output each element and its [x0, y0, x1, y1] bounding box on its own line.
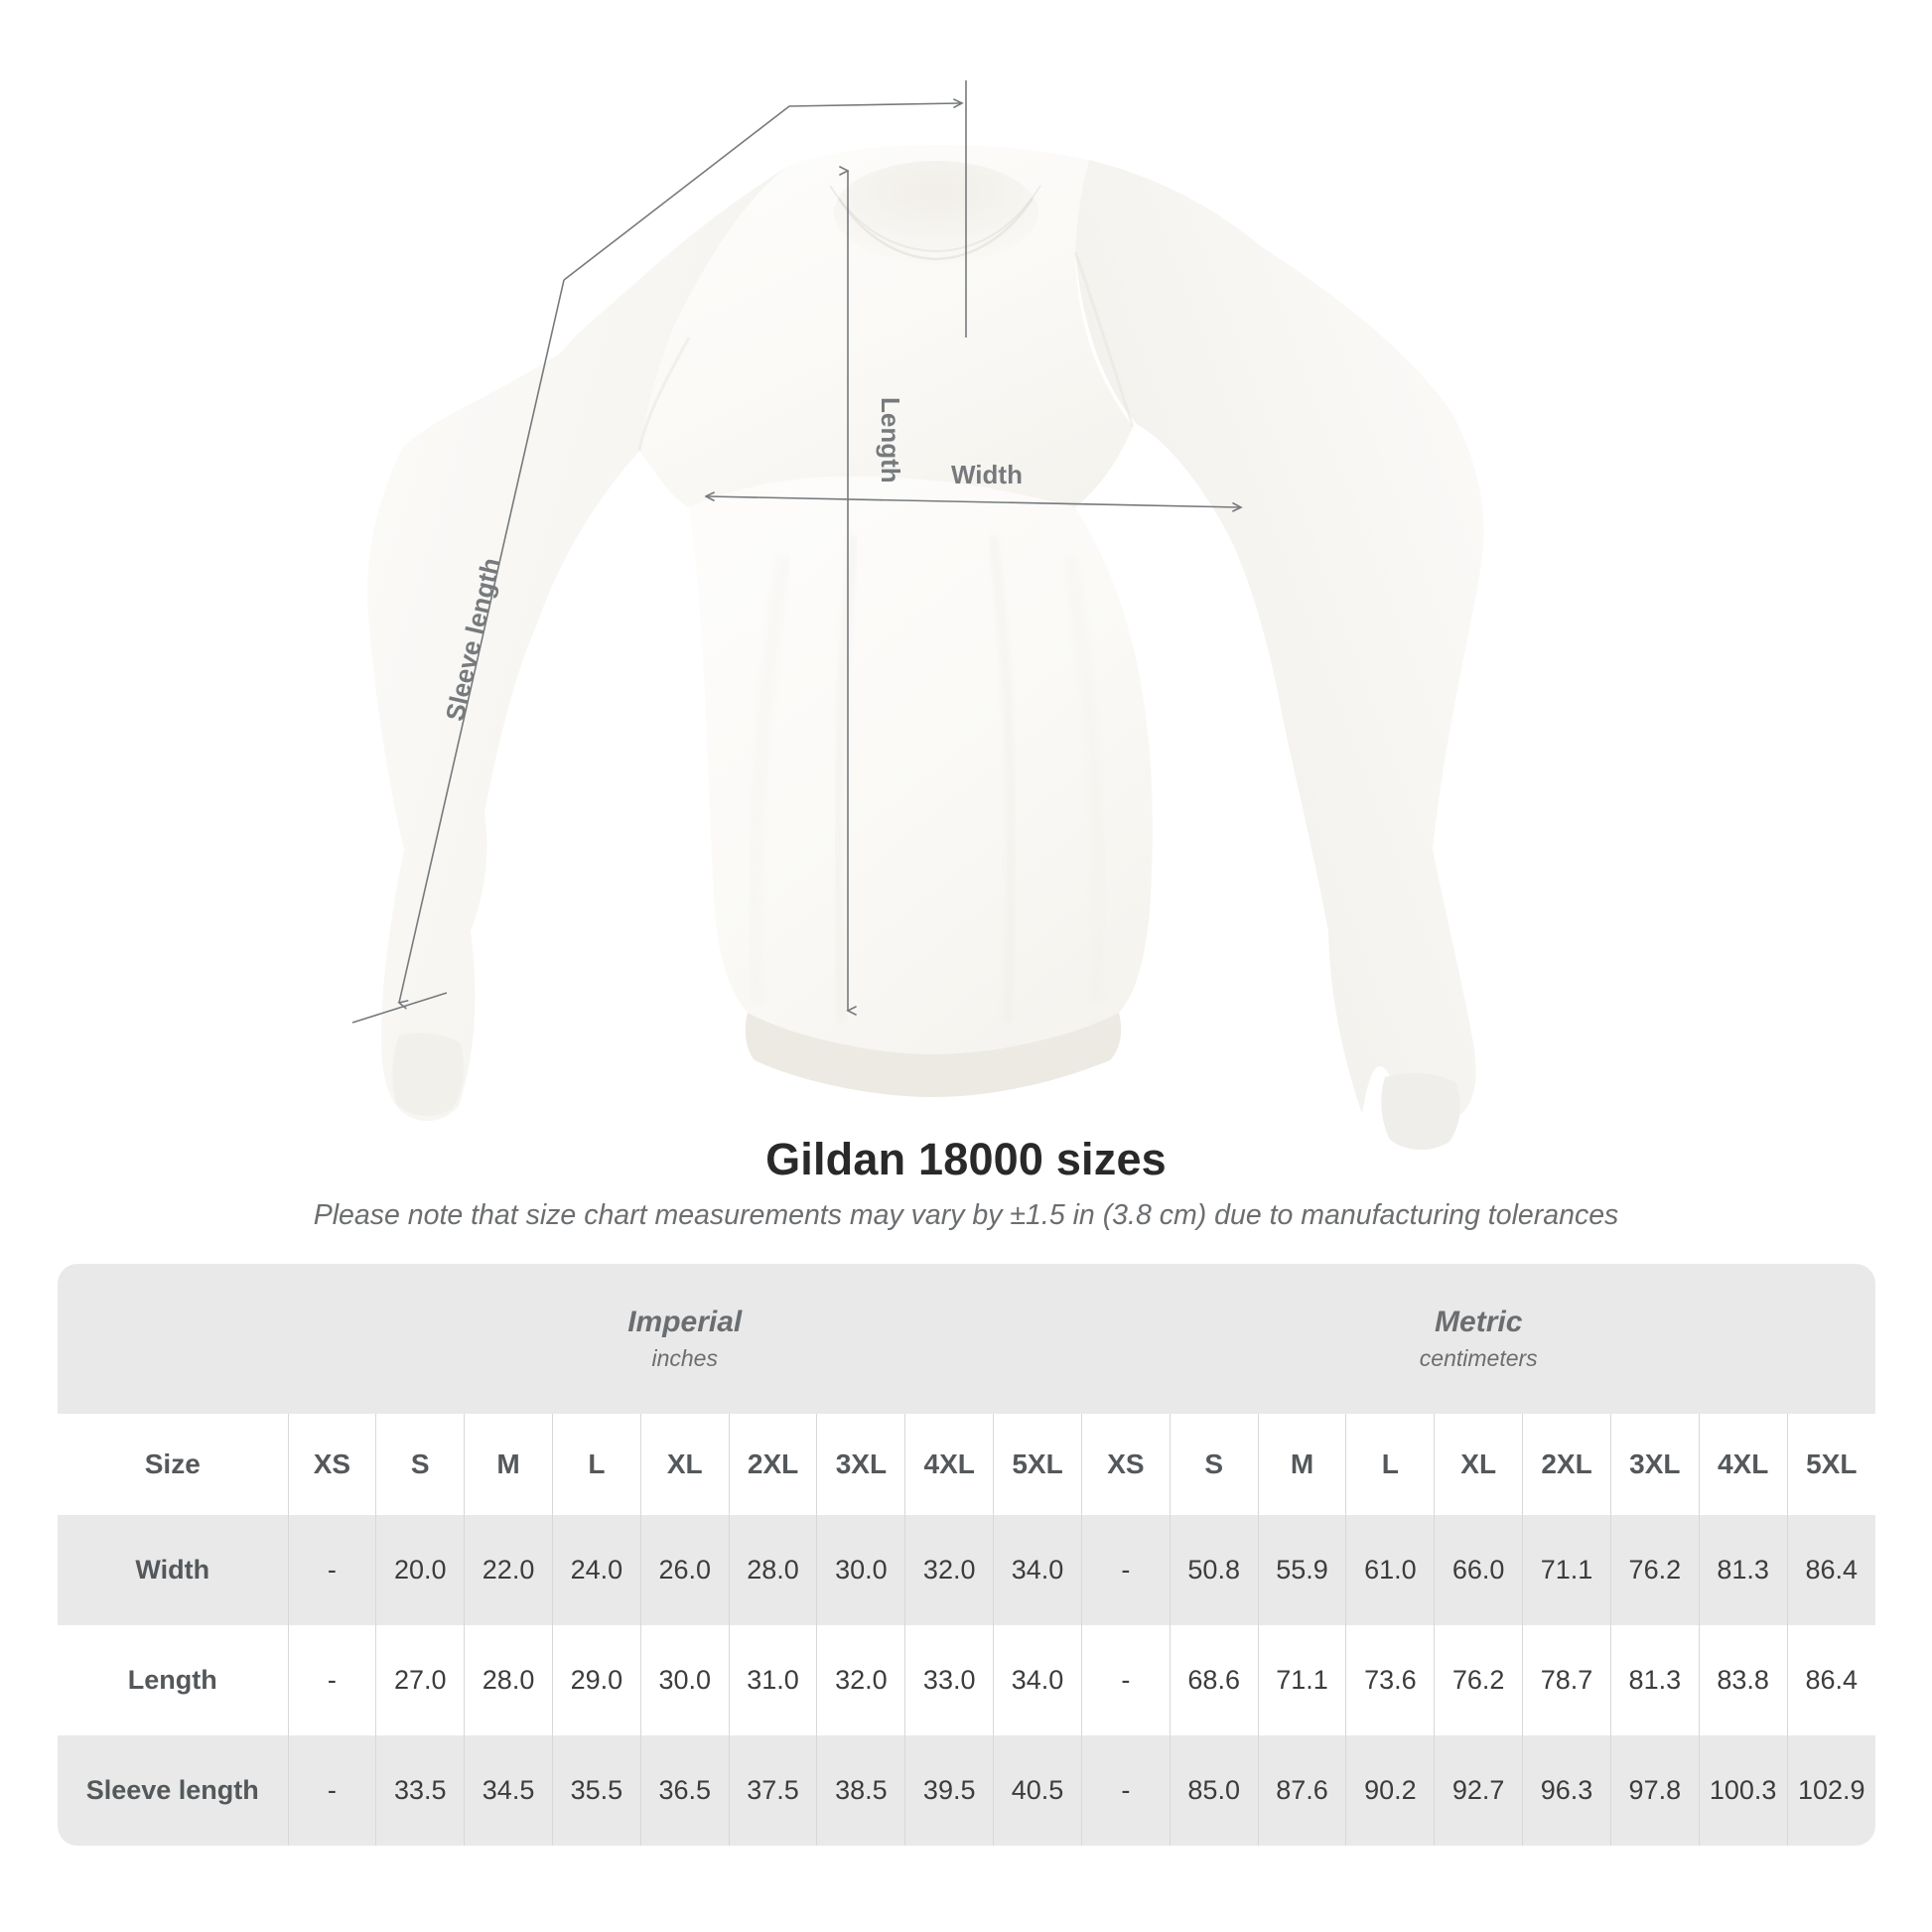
svg-text:Sleeve length: Sleeve length	[440, 555, 506, 724]
svg-text:Width: Width	[951, 460, 1023, 489]
svg-text:Length: Length	[876, 397, 905, 483]
